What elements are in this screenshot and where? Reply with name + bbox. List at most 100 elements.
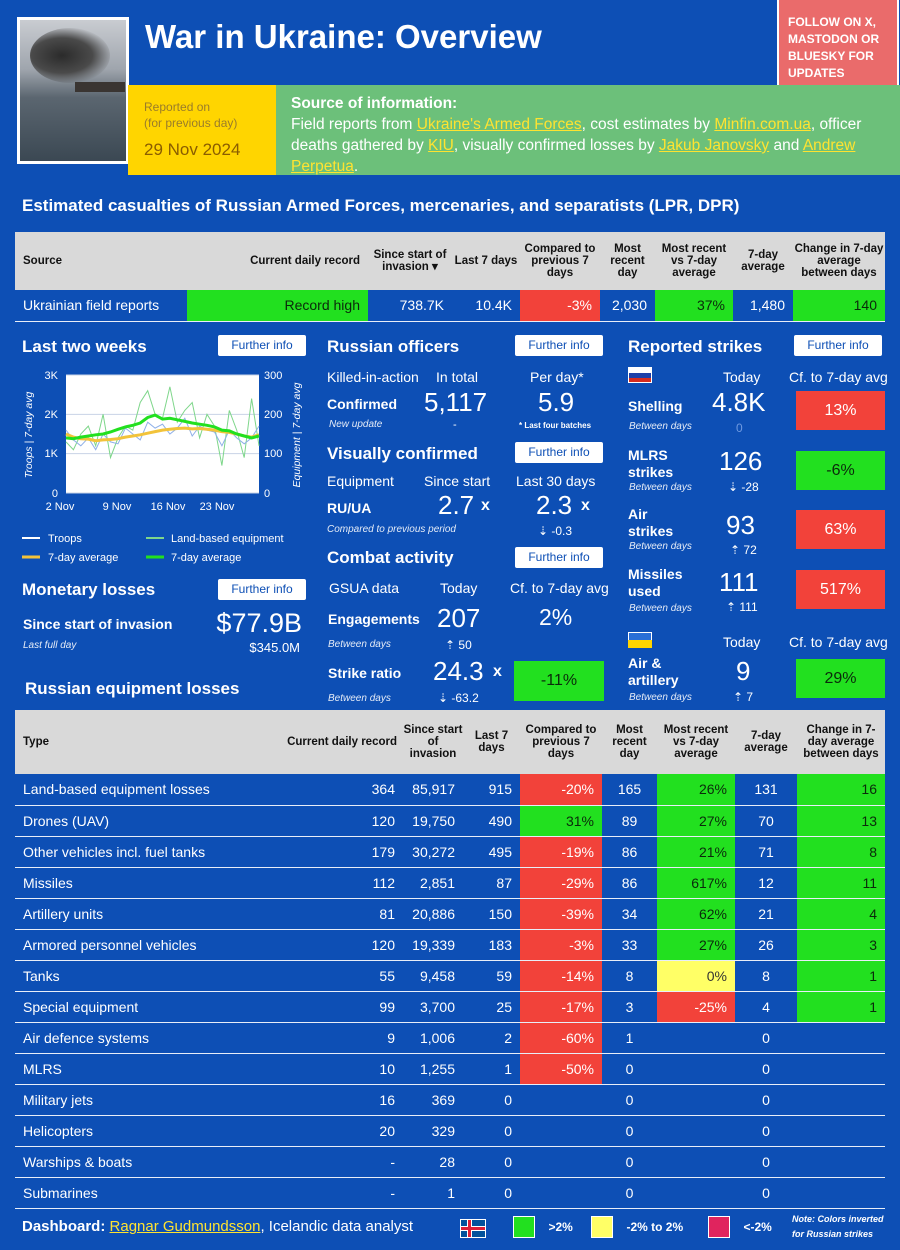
missiles-label: Missiles used xyxy=(628,566,683,599)
table-row: Special equipment 99 3,700 25 -17% 3 -25% 4 1 xyxy=(15,991,885,1023)
strikes-col-today: Today xyxy=(723,369,761,385)
eq-record-cell: 179 xyxy=(243,836,403,868)
casualties-table: Source Current daily record Since start … xyxy=(15,232,885,322)
combat-col-today: Today xyxy=(440,580,478,596)
ua-cf: 29% xyxy=(796,659,885,698)
eq-compared-cell: -20% xyxy=(520,774,602,806)
link-armed-forces[interactable]: Ukraine's Armed Forces xyxy=(416,116,582,133)
eq-record-cell: 120 xyxy=(243,805,403,837)
eq-change-cell: 4 xyxy=(797,898,885,930)
legend-green: >2% xyxy=(513,1216,573,1238)
shelling-cf: 13% xyxy=(796,391,885,430)
eq-vs-cell: -25% xyxy=(657,991,735,1023)
legend-red-swatch xyxy=(708,1216,730,1238)
legend-yellow: -2% to 2% xyxy=(591,1216,683,1238)
eq-type-cell: Helicopters xyxy=(15,1115,243,1147)
x-tick-2nov: 2 Nov xyxy=(46,501,75,513)
eq-avg-cell: 0 xyxy=(735,1022,797,1054)
link-perpetua[interactable]: Andrew Perpetua xyxy=(291,137,856,175)
eq-since-cell: 1,006 xyxy=(403,1022,463,1054)
eq-since-cell: 2,851 xyxy=(403,867,463,899)
combat-engagements-label: Engagements xyxy=(328,611,420,627)
eq-col-compared: Compared to previous 7 days xyxy=(520,710,602,774)
missiles-between: Between days xyxy=(629,603,692,614)
eq-last7-cell: 1 xyxy=(463,1053,520,1085)
table-row: Military jets 16 369 0 0 0 xyxy=(15,1084,885,1116)
eq-since-cell: 369 xyxy=(403,1084,463,1116)
mlrs-value: 126 xyxy=(719,446,763,476)
eq-since-cell: 1 xyxy=(403,1177,463,1209)
link-minfin[interactable]: Minfin.com.ua xyxy=(714,116,811,133)
officers-title: Russian officers xyxy=(327,337,460,356)
y-left-tick-0: 0 xyxy=(52,488,58,500)
y-left-label: Troops | 7-day avg xyxy=(23,392,35,479)
last-two-weeks-info-button[interactable]: Further info xyxy=(218,335,306,356)
link-kiu[interactable]: KIU xyxy=(428,137,454,154)
footer-author-link[interactable]: Ragnar Gudmundsson xyxy=(109,1218,261,1235)
monetary-info-button[interactable]: Further info xyxy=(218,579,306,600)
eq-change-cell xyxy=(797,1177,885,1209)
source-text: Field reports from Ukraine's Armed Force… xyxy=(291,114,885,177)
combat-sr-cf: -11% xyxy=(514,661,604,701)
eq-compared-cell: -19% xyxy=(520,836,602,868)
eq-compared-cell: -60% xyxy=(520,1022,602,1054)
eq-compared-cell: -17% xyxy=(520,991,602,1023)
col-avg7: 7-day average xyxy=(733,232,793,290)
eq-type-cell: Other vehicles incl. fuel tanks xyxy=(15,836,243,868)
visual-delta: ⇣ -0.3 xyxy=(538,524,573,538)
shelling-delta: 0 xyxy=(736,421,743,435)
col-compared: Compared to previous 7 days xyxy=(520,232,600,290)
eq-col-recent: Most recent day xyxy=(602,710,657,774)
col-since[interactable]: Since start of invasion ▾ xyxy=(368,232,452,290)
col-vs-avg: Most recent vs 7-day average xyxy=(655,232,733,290)
officers-info-button[interactable]: Further info xyxy=(515,335,603,356)
visual-info-button[interactable]: Further info xyxy=(515,442,603,463)
eq-compared-cell xyxy=(520,1115,602,1147)
strikes-ua-col-cf: Cf. to 7-day avg xyxy=(789,634,888,650)
eq-vs-cell xyxy=(657,1115,735,1147)
eq-record-cell: 16 xyxy=(243,1084,403,1116)
eq-recent-cell: 0 xyxy=(602,1177,657,1209)
equipment-table-body: Land-based equipment losses 364 85,917 915-… xyxy=(15,774,885,1209)
table-row: Tanks 55 9,458 59 -14% 8 0% 8 1 xyxy=(15,960,885,992)
source-text-1: Field reports from xyxy=(291,116,417,133)
ua-delta: ⇡ 7 xyxy=(733,690,754,704)
cell-compared: -3% xyxy=(520,290,600,322)
eq-record-cell: 55 xyxy=(243,960,403,992)
eq-recent-cell: 89 xyxy=(602,805,657,837)
strikes-info-button[interactable]: Further info xyxy=(794,335,882,356)
col-source: Source xyxy=(15,232,187,290)
missiles-delta: ⇡ 111 xyxy=(726,600,758,614)
legend-troops: Troops xyxy=(48,533,82,545)
table-row: Submarines -1 0 0 0 xyxy=(15,1177,885,1209)
eq-compared-cell: -14% xyxy=(520,960,602,992)
eq-col-since: Since start of invasion xyxy=(403,710,463,774)
link-janovsky[interactable]: Jakub Janovsky xyxy=(658,137,770,154)
combat-info-button[interactable]: Further info xyxy=(515,547,603,568)
chart-legend-row2: 7-day average 7-day average xyxy=(22,552,241,564)
col-recent: Most recent day xyxy=(600,232,655,290)
eq-compared-cell: 31% xyxy=(520,805,602,837)
eq-type-cell: Armored personnel vehicles xyxy=(15,929,243,961)
air-label: Air strikes xyxy=(628,506,674,539)
eq-col-avg: 7-day average xyxy=(735,710,797,774)
follow-link[interactable]: FOLLOW ON X, MASTODON OR BLUESKY FOR UPD… xyxy=(777,0,899,93)
eq-col-type: Type xyxy=(15,710,243,774)
eq-recent-cell: 86 xyxy=(602,836,657,868)
cell-vs-avg: 37% xyxy=(655,290,733,322)
eq-avg-cell: 0 xyxy=(735,1146,797,1178)
eq-avg-cell: 131 xyxy=(735,774,797,806)
eq-last7-cell: 2 xyxy=(463,1022,520,1054)
visual-note: Compared to previous period xyxy=(327,524,456,535)
legend-green-label: >2% xyxy=(548,1220,573,1235)
eq-recent-cell: 33 xyxy=(602,929,657,961)
eq-type-cell: Artillery units xyxy=(15,898,243,930)
page-title: War in Ukraine: Overview xyxy=(145,18,542,55)
officers-confirmed-label: Confirmed xyxy=(327,396,397,412)
eq-record-cell: - xyxy=(243,1177,403,1209)
eq-type-cell: Missiles xyxy=(15,867,243,899)
eq-change-cell: 1 xyxy=(797,960,885,992)
source-text-2: , cost estimates by xyxy=(581,116,715,133)
eq-avg-cell: 26 xyxy=(735,929,797,961)
combat-strike-ratio-label: Strike ratio xyxy=(328,665,402,681)
